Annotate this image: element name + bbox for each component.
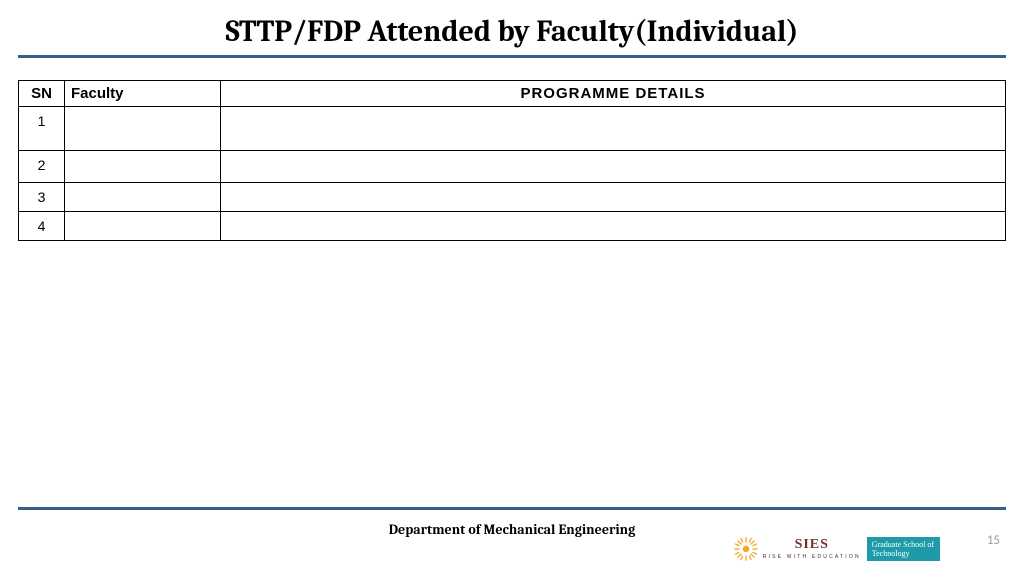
cell-faculty <box>65 183 221 212</box>
cell-sn: 2 <box>19 151 65 183</box>
sun-icon <box>733 536 759 562</box>
page-number: 15 <box>987 533 1000 548</box>
cell-faculty <box>65 151 221 183</box>
logo-tagline: RISE WITH EDUCATION <box>763 554 861 560</box>
cell-programme <box>221 151 1006 183</box>
table-row: 1 <box>19 107 1006 151</box>
cell-programme <box>221 107 1006 151</box>
table-row: 2 <box>19 151 1006 183</box>
table-row: 3 <box>19 183 1006 212</box>
col-header-faculty: Faculty <box>65 81 221 107</box>
cell-faculty <box>65 212 221 241</box>
logo-brand: SIES <box>795 538 829 552</box>
logo-text-block: SIES RISE WITH EDUCATION <box>763 538 861 560</box>
col-header-sn: SN <box>19 81 65 107</box>
cell-programme <box>221 212 1006 241</box>
table-header-row: SN Faculty PROGRAMME DETAILS <box>19 81 1006 107</box>
footer-divider <box>18 507 1006 510</box>
cell-sn: 1 <box>19 107 65 151</box>
col-header-programme: PROGRAMME DETAILS <box>221 81 1006 107</box>
footer-logo: SIES RISE WITH EDUCATION Graduate School… <box>733 536 940 562</box>
table-row: 4 <box>19 212 1006 241</box>
cell-faculty <box>65 107 221 151</box>
page-title: STTP/FDP Attended by Faculty(Individual) <box>0 0 1024 55</box>
logo-badge-line2: Technology <box>872 549 934 558</box>
sttp-table: SN Faculty PROGRAMME DETAILS 1 2 3 <box>18 80 1006 241</box>
title-underline <box>18 55 1006 58</box>
cell-sn: 3 <box>19 183 65 212</box>
logo-badge: Graduate School of Technology <box>867 537 940 561</box>
cell-programme <box>221 183 1006 212</box>
logo-badge-line1: Graduate School of <box>872 540 934 549</box>
sttp-table-container: SN Faculty PROGRAMME DETAILS 1 2 3 <box>18 80 1006 241</box>
cell-sn: 4 <box>19 212 65 241</box>
